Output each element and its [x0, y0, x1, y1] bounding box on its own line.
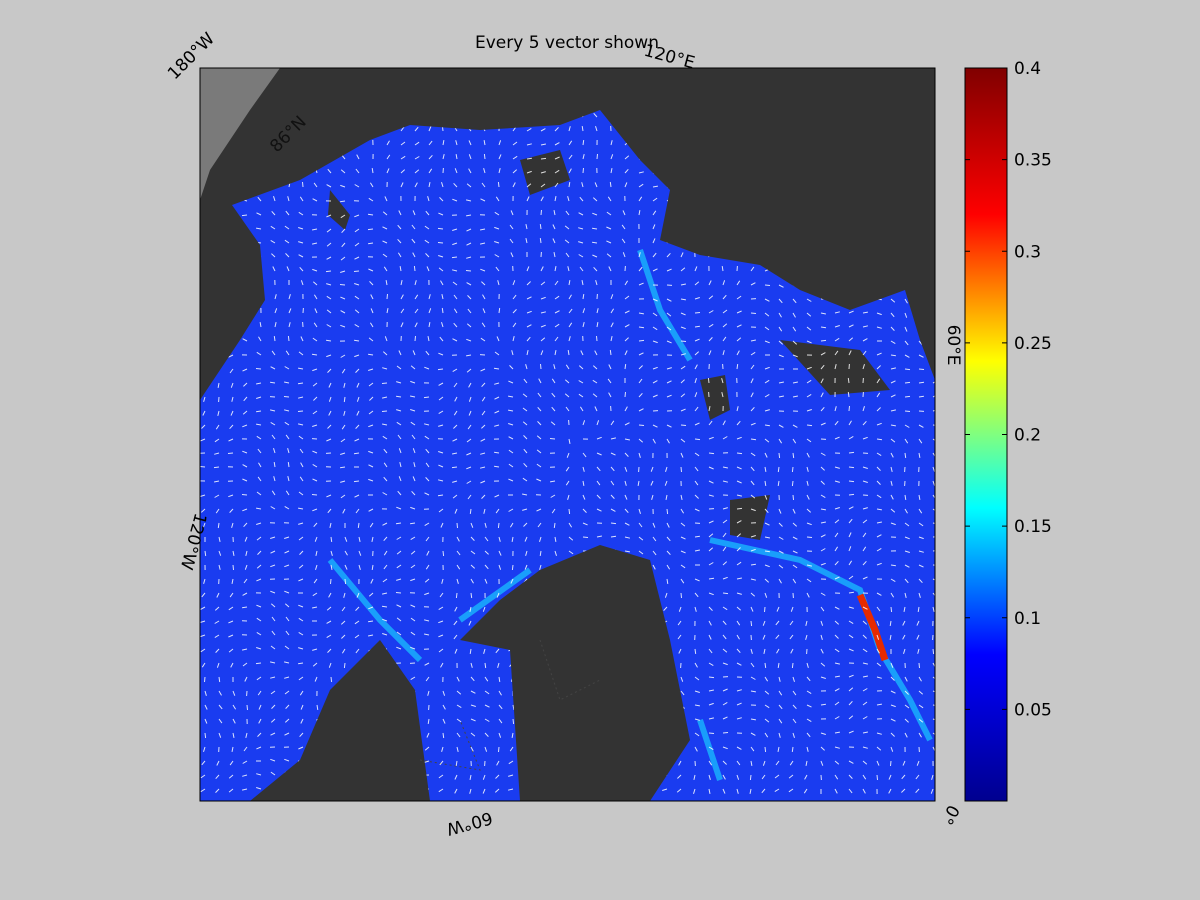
- colorbar-tick-label: 0.1: [1014, 609, 1041, 629]
- lon-label: 60°E: [943, 325, 963, 366]
- ocean: [200, 110, 935, 801]
- map: [200, 68, 935, 801]
- colorbar-scale: [964, 67, 1008, 802]
- colorbar-tick-label: 0.15: [1014, 517, 1052, 537]
- colorbar-tick-label: 0.2: [1014, 426, 1041, 446]
- land-shelf: [200, 68, 280, 200]
- title: Every 5 vector shown: [475, 33, 659, 53]
- colorbar-tick-label: 0.35: [1014, 151, 1052, 171]
- map-frame: [199, 67, 936, 802]
- colorbar-tick-label: 0.05: [1014, 700, 1052, 720]
- colorbar-tick-label: 0.3: [1014, 242, 1041, 262]
- colorbar: 0.05 0.1 0.15 0.2 0.25 0.3 0.35 0.4: [964, 59, 1052, 802]
- colorbar-tick-label: 0.25: [1014, 334, 1052, 354]
- fast-current-peak: [856, 593, 889, 662]
- graticule: [419, 639, 601, 771]
- colorbar-tick-label: 0.4: [1014, 59, 1041, 79]
